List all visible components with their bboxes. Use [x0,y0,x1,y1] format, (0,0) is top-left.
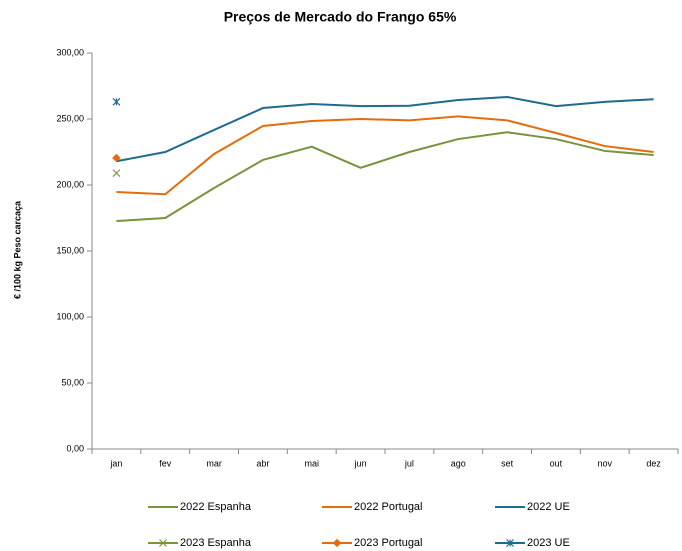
series-line [116,115,654,196]
x-tick-label: fev [159,458,172,468]
x-tick-label: jul [404,458,414,468]
legend-marker [332,538,342,548]
y-tick-label: 150,00 [56,245,84,255]
data-point [112,153,121,163]
legend-label: 2023 Espanha [180,537,252,549]
x-tick-label: jan [109,458,122,468]
x-tick-label: set [501,458,514,468]
y-tick-label: 100,00 [56,311,84,321]
legend-label: 2022 Portugal [354,501,423,513]
data-point [112,169,121,178]
x-tick-label: abr [256,458,269,468]
legend-marker [159,539,167,547]
y-axis-label: € /100 kg Peso carcaça [12,200,22,299]
y-tick-label: 0,00 [66,443,84,453]
y-tick-label: 50,00 [61,377,84,387]
legend-label: 2022 Espanha [180,501,252,513]
x-tick-label: out [550,458,563,468]
legend-marker [506,539,514,547]
x-tick-label: mai [304,458,319,468]
legend-label: 2023 Portugal [354,537,423,549]
legend-label: 2023 UE [527,537,570,549]
x-tick-label: dez [646,458,661,468]
x-tick-label: jun [354,458,367,468]
chart-title: Preços de Mercado do Frango 65% [224,9,457,25]
data-point [112,97,121,106]
x-tick-label: mar [206,458,222,468]
x-tick-label: ago [451,458,466,468]
y-tick-label: 200,00 [56,179,84,189]
y-tick-label: 250,00 [56,113,84,123]
y-tick-label: 300,00 [56,47,84,57]
legend-label: 2022 UE [527,501,570,513]
series-line [116,131,654,223]
series-line [116,95,654,163]
x-tick-label: nov [597,458,612,468]
